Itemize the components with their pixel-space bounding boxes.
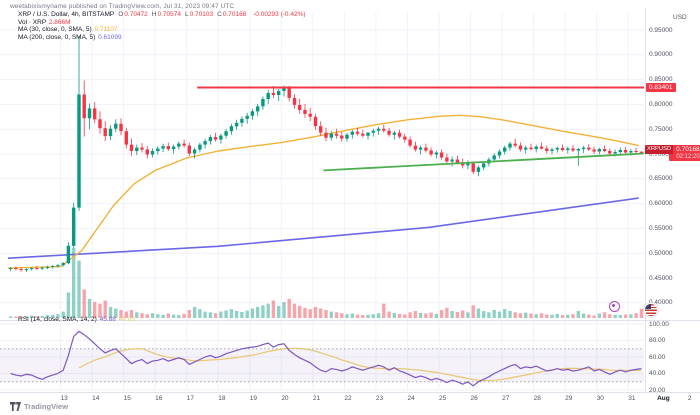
rsi-band-dots: · · [140,316,153,323]
rsi-value: 45.88 [99,316,116,323]
rsi-ma-value: 48.05 [118,316,135,323]
tradingview-logo[interactable]: TradingView [10,402,68,411]
rsi-label: RSI (14, close, SMA, 14, 2) [18,316,97,323]
volume-legend-row[interactable]: Vol · XRP 2.866M [18,19,306,27]
symbol-tag: XRPUSD [645,144,674,154]
tradingview-logo-text: TradingView [24,402,69,411]
time-tick-label: 13 [60,395,68,402]
time-tick-label: 2 [687,395,692,402]
time-tick-label: 16 [155,395,163,402]
ma30-value: 0.71107 [94,26,118,34]
time-tick-label: 14 [92,395,100,402]
axis-tick-label: 80.00 [649,337,666,344]
ohlc-key: H [151,11,157,18]
time-scale[interactable]: 13 14 15 16 17 18 19 20 21 22 23 24 25 26 27 28 29 30 31 Au… [0,392,700,415]
axis-tick-label: 0.65000 [649,175,673,183]
time-tick-label: 19 [249,395,258,402]
axis-tick-label: 0.40000 [649,299,673,307]
axis-tick-label: 0.70000 [649,150,673,158]
time-tick-label: 21 [312,395,321,402]
time-tick-label: 27 [502,395,510,402]
time-tick-label: 30 [596,395,604,402]
ohlc-value: 0.70168 [222,11,247,18]
time-tick-label: 18 [218,395,226,402]
axis-tick-label: 0.75000 [649,125,673,133]
time-tick-label: 28 [533,395,541,402]
axis-tick-label: 0.45000 [649,274,673,282]
ma200-label: MA (200, close, 0, SMA, 5) [18,33,96,41]
volume-label: Vol · XRP [18,18,47,26]
publish-note: weetabixismyname published on TradingVie… [10,3,235,10]
event-marker-icon[interactable] [609,301,620,312]
time-tick-label: Aug [657,395,670,402]
price-change: -0.00293 (-0.42%) [253,11,306,18]
time-tick-label: 25 [439,395,447,402]
axis-tick-label: 100.00 [649,320,669,328]
ohlc-value: 0.70103 [189,11,214,18]
time-tick-label: 29 [565,395,573,402]
axis-tick-label: 60.00 [649,353,666,361]
bar-countdown: 02:12:20 [669,153,700,161]
currency-label: USD [673,14,687,21]
rsi-legend[interactable]: RSI (14, close, SMA, 14, 2) 45.88 48.05 … [18,316,153,324]
time-tick-label: 20 [281,395,289,402]
time-tick-label: 23 [375,395,384,402]
ma30-legend-row[interactable]: MA (30, close, 0, SMA, 5) 0.71107 [18,26,306,34]
axis-tick-label: 20.00 [649,386,666,394]
time-tick-label: 22 [344,395,352,402]
ma200-legend-row[interactable]: MA (200, close, 0, SMA, 5) 0.61099 [18,34,306,42]
last-price-value: 0.70168 [673,144,700,154]
ohlc-key: O [118,11,124,18]
ohlc-value: 0.70472 [124,11,148,18]
axis-tick-label: 0.85000 [649,76,673,84]
axis-tick-label: 0.60000 [649,200,673,208]
tradingview-logo-icon [10,402,21,411]
us-flag-icon[interactable] [645,304,657,316]
volume-value: 2.866M [48,18,71,26]
axis-tick-label: 0.95000 [649,26,673,34]
ma30-label: MA (30, close, 0, SMA, 5) [18,26,92,34]
time-tick-label: 15 [123,395,131,402]
axis-tick-label: 40.00 [649,370,666,377]
last-price-label: XRPUSD 0.70168 02:12:20 [645,144,700,161]
ohlc-key: L [184,11,189,18]
symbol-title: XRP / U.S. Dollar, 4h, BITSTAMP [18,11,115,18]
time-tick-label: 26 [470,395,478,402]
ohlc-values: O0.70472 H0.70574 L0.70103 C0.70168 [114,11,246,18]
symbol-legend-row[interactable]: XRP / U.S. Dollar, 4h, BITSTAMP O0.70472 H… [18,11,306,19]
ohlc-value: 0.70574 [157,11,181,18]
axis-tick-label: 0.80000 [649,100,673,108]
resistance-price-label: 0.83401 [646,83,676,93]
axis-tick-label: 0.55000 [649,224,673,232]
price-scale[interactable]: USD 0.83401 XRPUSD 0.70168 02:12:20 0.95… [645,0,700,394]
chart-legend: XRP / U.S. Dollar, 4h, BITSTAMP O0.70472 H… [18,11,306,41]
time-tick-label: 17 [186,395,194,402]
ma200-value: 0.61099 [98,33,122,41]
axis-tick-label: 0.90000 [649,51,673,59]
time-tick-label: 24 [407,395,415,402]
axis-tick-label: 0.50000 [649,249,673,257]
ohlc-key: C [217,11,222,18]
time-tick-label: 31 [628,395,636,402]
